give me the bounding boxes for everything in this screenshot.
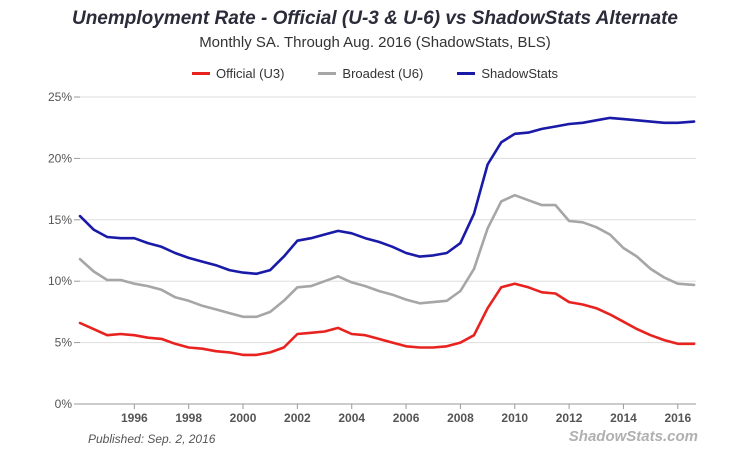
x-tick-label: 2012 [556,411,583,425]
legend-label-official: Official (U3) [216,66,285,81]
chart-title: Unemployment Rate - Official (U-3 & U-6)… [71,8,678,29]
y-tick-label: 25% [48,90,72,104]
legend-item-shadowstats[interactable]: ShadowStats [457,66,558,81]
legend-swatch-official [192,72,211,75]
brand-watermark: ShadowStats.com [568,428,698,445]
axis-layer: 0% 5% 10% 15% 20% 25% 1996 1998 2000 2002 2004 2006… [48,90,696,425]
series-line-broadest [78,193,696,319]
x-tick-label: 2006 [393,411,420,425]
y-tick-label: 0% [55,397,73,411]
y-tick-label: 5% [55,336,73,350]
x-tick-label: 2000 [230,411,257,425]
x-tick-label: 2004 [338,411,365,425]
legend: Official (U3) Broadest (U6) ShadowStats [0,66,750,81]
legend-swatch-broadest [318,72,337,75]
legend-label-broadest: Broadest (U6) [342,66,424,81]
x-tick-label: 1998 [175,411,202,425]
legend-swatch-shadowstats [457,72,476,75]
published-note: Published: Sep. 2, 2016 [88,432,216,446]
legend-label-shadowstats: ShadowStats [481,66,558,81]
series-layer [78,116,696,357]
series-line-official [78,282,696,357]
y-tick-label: 20% [48,151,72,165]
series-line-shadowstats [78,116,696,276]
legend-item-broadest[interactable]: Broadest (U6) [318,66,423,81]
x-tick-label: 2014 [610,411,637,425]
chart-subtitle: Monthly SA. Through Aug. 2016 (ShadowSta… [199,34,551,51]
x-tick-label: 2010 [501,411,528,425]
legend-item-official[interactable]: Official (U3) [192,66,284,81]
y-tick-label: 15% [48,213,72,227]
x-tick-label: 1996 [121,411,148,425]
x-tick-label: 2002 [284,411,311,425]
x-tick-label: 2016 [664,411,691,425]
y-tick-label: 10% [48,274,72,288]
x-tick-label: 2008 [447,411,474,425]
